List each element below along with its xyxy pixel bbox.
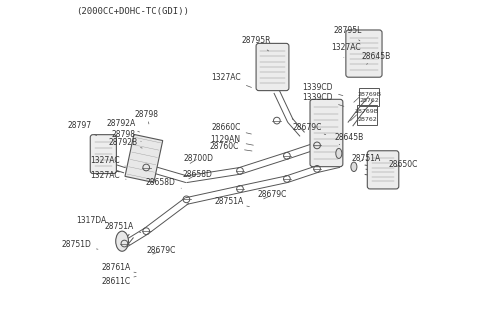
Text: 28679C: 28679C: [257, 191, 287, 199]
Text: 28798: 28798: [111, 130, 141, 141]
Text: 1327AC: 1327AC: [90, 156, 125, 166]
Bar: [357, 105, 377, 125]
Text: 1129AN: 1129AN: [211, 135, 253, 145]
Text: 28751D: 28751D: [61, 240, 98, 249]
FancyBboxPatch shape: [346, 30, 382, 77]
Text: 28658D: 28658D: [182, 170, 212, 179]
Text: 1327AC: 1327AC: [211, 73, 252, 87]
Text: 28751A: 28751A: [351, 154, 381, 162]
Text: 28611C: 28611C: [102, 276, 136, 286]
FancyBboxPatch shape: [90, 135, 116, 174]
Text: 28769B: 28769B: [355, 109, 379, 114]
Text: 28762: 28762: [360, 98, 379, 103]
Text: 28762: 28762: [357, 117, 377, 122]
Text: 28660C: 28660C: [211, 124, 252, 134]
Text: (2000CC+DOHC-TC(GDI)): (2000CC+DOHC-TC(GDI)): [76, 7, 189, 16]
FancyBboxPatch shape: [310, 99, 343, 167]
Text: 28798: 28798: [135, 110, 159, 124]
Text: 1317DA: 1317DA: [76, 216, 111, 228]
Text: 28792B: 28792B: [108, 138, 142, 148]
Text: 28700D: 28700D: [184, 154, 214, 163]
Text: 1327AC: 1327AC: [90, 171, 126, 180]
Text: 28658D: 28658D: [146, 178, 181, 188]
Text: 28751A: 28751A: [105, 222, 141, 232]
Text: 28761A: 28761A: [102, 264, 136, 273]
Text: 28792A: 28792A: [106, 120, 140, 132]
Text: 1327AC: 1327AC: [331, 43, 361, 58]
Ellipse shape: [116, 231, 129, 251]
FancyBboxPatch shape: [256, 44, 289, 91]
Bar: [359, 88, 379, 106]
Text: 1339CD: 1339CD: [302, 83, 343, 96]
FancyBboxPatch shape: [367, 151, 399, 189]
Ellipse shape: [336, 148, 342, 158]
Text: 28795L: 28795L: [334, 26, 362, 41]
Text: 28760C: 28760C: [210, 142, 252, 151]
Text: 28769B: 28769B: [357, 92, 381, 97]
Text: 28650C: 28650C: [388, 160, 418, 169]
Polygon shape: [125, 134, 163, 183]
Text: 1339CD: 1339CD: [302, 93, 344, 106]
Text: 28751A: 28751A: [215, 197, 250, 207]
Ellipse shape: [351, 162, 357, 172]
Text: 28795R: 28795R: [241, 37, 271, 51]
Text: 28645B: 28645B: [335, 133, 364, 145]
Text: 28797: 28797: [68, 121, 96, 136]
Text: 28645B: 28645B: [361, 52, 391, 64]
Text: 28679C: 28679C: [146, 246, 176, 255]
Text: 28679C: 28679C: [292, 124, 326, 135]
